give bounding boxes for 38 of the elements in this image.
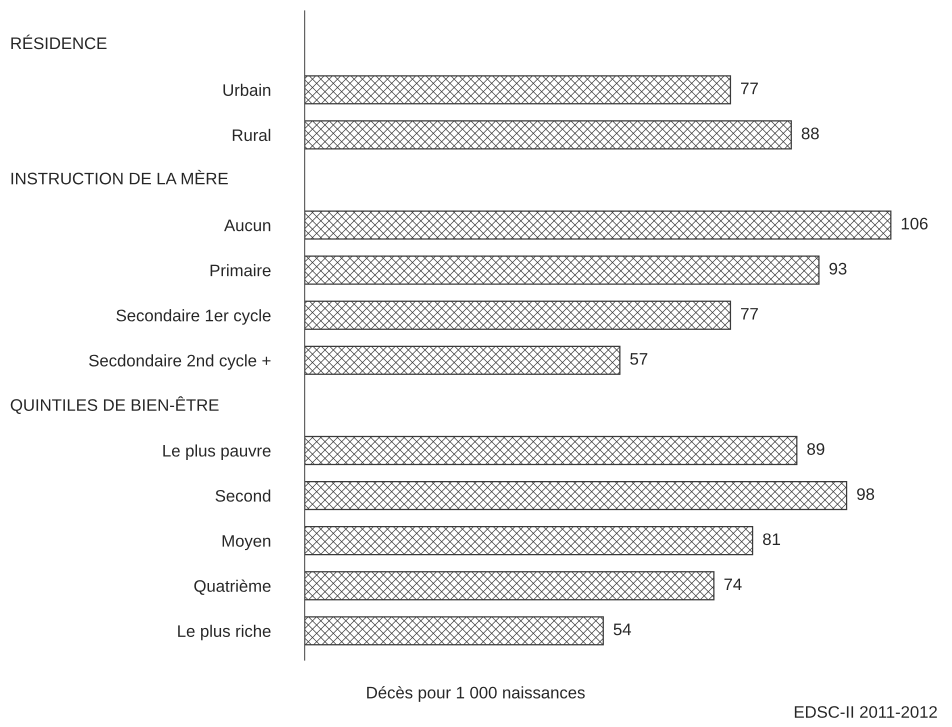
bar bbox=[304, 480, 848, 510]
data-label: 89 bbox=[807, 443, 824, 455]
bar bbox=[304, 300, 732, 330]
data-label: 81 bbox=[763, 533, 780, 546]
data-label: 106 bbox=[902, 218, 928, 230]
text: INSTRUCTION DE LA MÈRE bbox=[12, 170, 228, 184]
y-tick-label: Urbain bbox=[224, 84, 270, 96]
data-label: 77 bbox=[741, 82, 758, 94]
text: EDSC-II 2011-2012 bbox=[794, 706, 937, 718]
y-tick-label: Secdondaire 2nd cycle + bbox=[89, 354, 270, 370]
y-tick-label: Secondaire 1er cycle bbox=[116, 309, 271, 325]
bar bbox=[304, 436, 798, 466]
data-label: 88 bbox=[802, 128, 819, 140]
y-tick-label: Primaire bbox=[210, 264, 271, 276]
y-tick-label: Moyen bbox=[222, 535, 270, 550]
x-axis-title: Décès pour 1 000 naissances bbox=[367, 686, 585, 702]
data-label: 74 bbox=[724, 578, 742, 590]
y-tick-label: Le plus riche bbox=[178, 624, 271, 640]
text: RÉSIDENCE bbox=[11, 34, 107, 50]
y-tick-label: Second bbox=[216, 490, 270, 502]
data-label: 93 bbox=[829, 262, 846, 275]
data-label: 54 bbox=[614, 624, 632, 636]
bar bbox=[304, 616, 604, 646]
y-tick-label: Le plus pauvre bbox=[163, 444, 271, 460]
bar bbox=[304, 346, 620, 375]
data-label: 77 bbox=[741, 308, 758, 320]
bar bbox=[304, 75, 732, 104]
y-tick-label: Rural bbox=[232, 128, 270, 142]
y-tick-label: Aucun bbox=[224, 220, 270, 232]
data-label: 57 bbox=[630, 353, 648, 365]
bar bbox=[304, 526, 754, 556]
bar bbox=[304, 120, 792, 150]
y-tick-label: Quatrième bbox=[194, 579, 271, 595]
bar bbox=[304, 210, 892, 240]
data-label: 98 bbox=[857, 488, 874, 500]
bar bbox=[304, 571, 714, 600]
text: QUINTILES DE BIEN-ÊTRE bbox=[10, 396, 219, 414]
bar bbox=[304, 256, 820, 285]
